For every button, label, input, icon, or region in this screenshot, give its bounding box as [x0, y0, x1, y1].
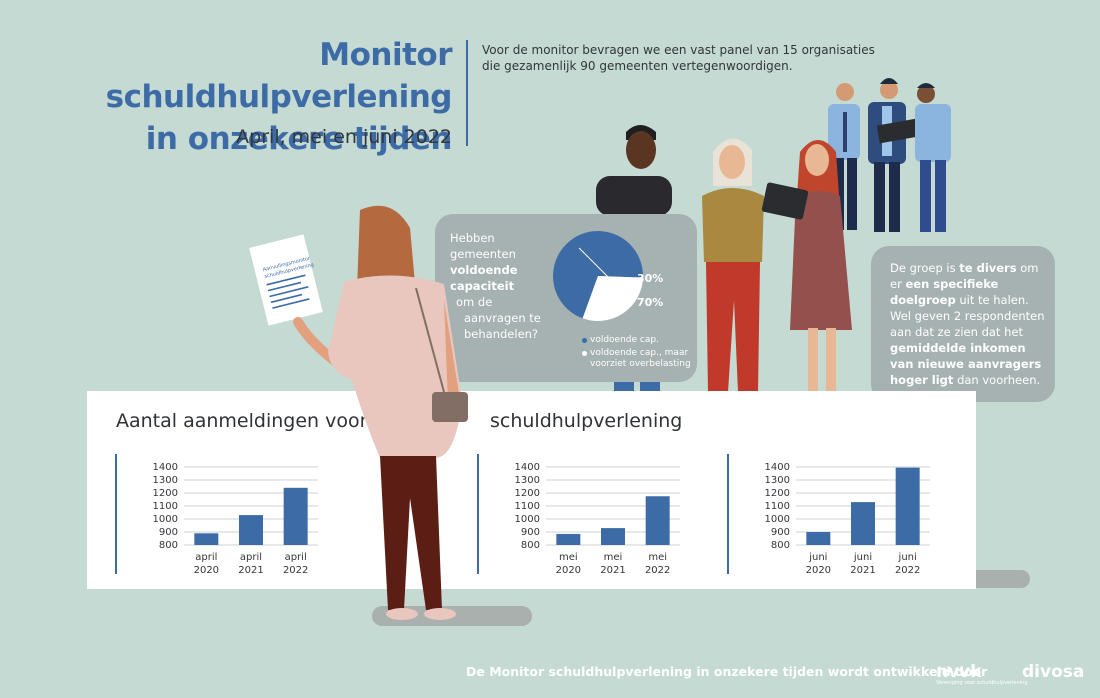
title-line-1: Monitor schuldhulpverlening: [105, 37, 453, 115]
legend-dot-icon: [582, 338, 587, 343]
chart-panel: [87, 391, 976, 589]
pie-legend: voldoende cap. voldoende cap., maar voor…: [582, 335, 694, 372]
y-tick-label: 900: [521, 527, 540, 538]
person-dark-icon: [596, 125, 672, 392]
y-tick-label: 1400: [153, 462, 178, 473]
x-tick-label: april: [285, 552, 307, 563]
bar: [239, 515, 263, 545]
pie-slice: [553, 231, 643, 319]
y-tick-label: 1300: [765, 475, 790, 486]
y-tick-label: 1000: [765, 514, 790, 525]
y-tick-label: 1300: [153, 475, 178, 486]
x-tick-label: juni: [898, 552, 917, 563]
bar: [645, 496, 670, 545]
y-tick-label: 1200: [765, 488, 790, 499]
x-tick-label: 2020: [556, 565, 581, 576]
x-tick-label: 2021: [600, 565, 625, 576]
question-line-1: Hebben gemeenten: [450, 231, 516, 261]
footer-text: De Monitor schuldhulpverlening in onzeke…: [466, 664, 988, 679]
y-tick-label: 1400: [515, 462, 540, 473]
bar: [851, 502, 875, 545]
legend-item-1: voldoende cap.: [582, 335, 694, 346]
y-tick-label: 800: [771, 540, 790, 551]
y-tick-label: 1000: [515, 514, 540, 525]
x-tick-label: 2021: [850, 565, 875, 576]
bar: [806, 532, 831, 545]
bar: [194, 533, 219, 545]
divosa-logo: divosa: [1022, 662, 1085, 682]
person-redhead-icon: [761, 140, 852, 392]
header-divider: [466, 40, 468, 146]
x-tick-label: 2022: [895, 565, 920, 576]
x-tick-label: mei: [648, 552, 667, 563]
intro-text: Voor de monitor bevragen we een vast pan…: [482, 42, 902, 74]
document-icon: Aanvullingsmonitor schuldhulpverlening: [249, 234, 323, 326]
pie-leader-line: [616, 277, 634, 305]
y-tick-label: 1300: [515, 475, 540, 486]
y-tick-label: 800: [521, 540, 540, 551]
y-tick-label: 1000: [153, 514, 178, 525]
question-line-4: om de: [456, 295, 493, 309]
bar: [283, 487, 308, 545]
pie-value-label: 70%: [637, 296, 663, 309]
x-tick-label: 2020: [806, 565, 831, 576]
bar: [895, 467, 920, 545]
target-group-text: De groep is te divers om er een specifie…: [890, 261, 1045, 387]
x-tick-label: mei: [559, 552, 578, 563]
person-light-shirt-icon: [915, 83, 951, 232]
y-tick-label: 1400: [765, 462, 790, 473]
capacity-question: Hebben gemeenten voldoende capaciteit om…: [450, 230, 560, 342]
question-line-5: aanvragen te: [464, 311, 541, 325]
y-tick-label: 800: [159, 540, 178, 551]
x-tick-label: juni: [853, 552, 872, 563]
question-line-6: behandelen?: [464, 327, 539, 341]
panel-title-right: schuldhulpverlening: [490, 410, 683, 432]
page-subtitle: April, mei en juni 2022: [236, 126, 452, 148]
x-tick-label: 2021: [238, 565, 263, 576]
intro-line-1: Voor de monitor bevragen we een vast pan…: [482, 43, 875, 57]
bar: [601, 528, 625, 545]
x-tick-label: 2020: [194, 565, 219, 576]
pie-slice: [582, 276, 643, 321]
person-blonde-icon: [702, 138, 764, 392]
legend-dot-icon: [582, 351, 587, 356]
legend-item-2: voldoende cap., maar voorziet overbelast…: [582, 348, 694, 370]
y-tick-label: 1100: [515, 501, 540, 512]
intro-line-2: die gezamenlijk 90 gemeenten vertegenwoo…: [482, 59, 793, 73]
question-line-2: voldoende: [450, 263, 518, 277]
x-tick-label: april: [195, 552, 217, 563]
bar-chart-mei: 800 900 1000 1100 1200 1300 1400 mei 2020 mei 2021…: [477, 454, 680, 576]
person-laptop-icon: [868, 78, 920, 232]
x-tick-label: 2022: [645, 565, 670, 576]
page-title: Monitor schuldhulpverlening in onzekere …: [12, 34, 453, 160]
nvvk-logo: nvvk Vereniging voor schuldhulpverlening: [936, 662, 1028, 686]
y-tick-label: 1200: [153, 488, 178, 499]
x-tick-label: april: [240, 552, 262, 563]
y-tick-label: 1100: [153, 501, 178, 512]
pie-value-label: 30%: [637, 272, 663, 285]
question-line-3: capaciteit: [450, 279, 515, 293]
bar-chart-juni: 800 900 1000 1100 1200 1300 1400 juni 2020 juni 20…: [727, 454, 930, 576]
x-tick-label: mei: [604, 552, 623, 563]
y-tick-label: 1200: [515, 488, 540, 499]
bar: [556, 533, 581, 545]
panel-title-left: Aantal aanmeldingen voor: [116, 410, 368, 432]
x-tick-label: 2022: [283, 565, 308, 576]
capacity-pie-chart: 70% 30%: [553, 231, 663, 321]
ground-shadow: [960, 570, 1030, 588]
woman-figure-icon: [293, 205, 468, 620]
bar-chart-april: 800 900 1000 1100 1200 1300 1400 april 2020 april…: [115, 454, 318, 576]
person-bald-icon: [828, 83, 860, 230]
y-tick-label: 900: [159, 527, 178, 538]
x-tick-label: juni: [808, 552, 827, 563]
speech-bubble-target-group: [871, 246, 1055, 402]
y-tick-label: 900: [771, 527, 790, 538]
y-tick-label: 1100: [765, 501, 790, 512]
title-line-2: in onzekere tijden: [145, 121, 453, 157]
